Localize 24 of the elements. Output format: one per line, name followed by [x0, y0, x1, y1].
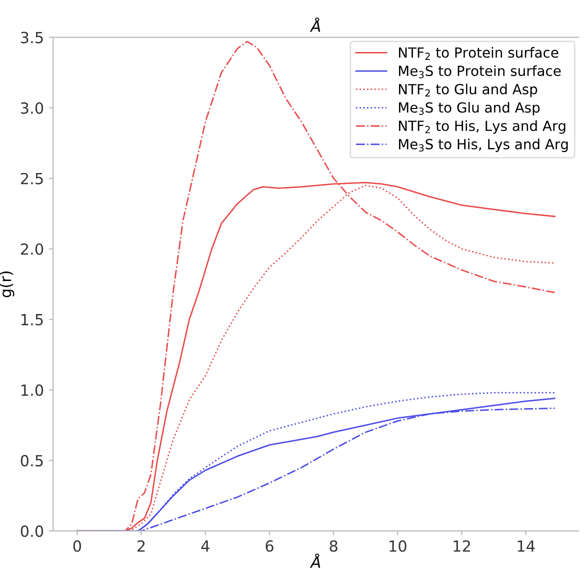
y-tick-label: 0.0 [20, 525, 44, 537]
x-tick-label: 0 [73, 540, 82, 552]
y-tick-label: 3.5 [20, 32, 43, 44]
y-tick-label: 2.5 [20, 172, 43, 184]
y-tick-label: 1.0 [22, 384, 44, 396]
legend-label: NTF$_{2}$ to Protein surface [398, 47, 558, 60]
legend-label: Me$_{3}$S to Protein surface [398, 65, 561, 78]
x-tick-label: 2 [138, 540, 145, 552]
legend-label: NTF$_{2}$ to His, Lys and Arg [398, 120, 566, 134]
x-tick-label: 12 [454, 540, 470, 552]
x-tick-label: 8 [330, 540, 338, 552]
legend-label: Me$_{3}$S to Glu and Asp [398, 102, 540, 116]
y-tick-label: 3.0 [20, 102, 44, 114]
y-tick-label: 0.5 [20, 454, 43, 466]
x-tick-label: 6 [266, 540, 274, 552]
x-tick-label: 4 [201, 540, 210, 552]
legend-label: Me$_{3}$S to His, Lys and Arg [398, 138, 568, 152]
x-tick-label: 14 [518, 540, 535, 552]
y-tick-label: 2.0 [20, 243, 44, 255]
y-tick-label: 1.5 [22, 314, 43, 326]
x-tick-label: 10 [390, 540, 406, 552]
x-axis-title: Å [310, 554, 320, 568]
legend-label: NTF$_{2}$ to Glu and Asp [398, 84, 538, 98]
chart-title: Å [310, 18, 320, 32]
